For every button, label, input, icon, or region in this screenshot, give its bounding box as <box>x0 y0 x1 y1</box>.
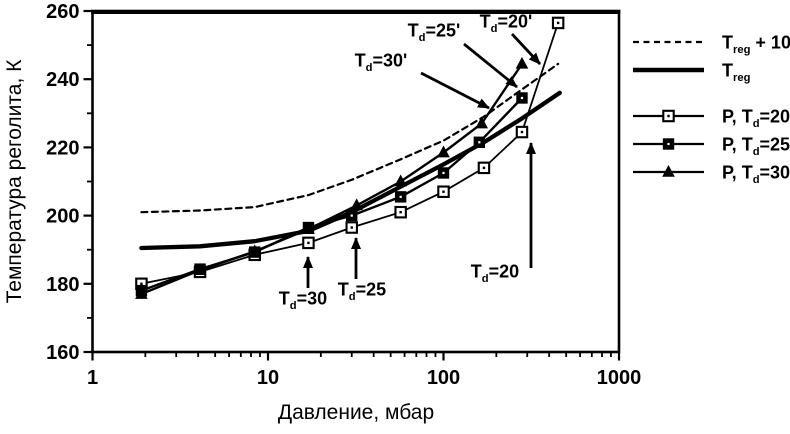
y-tick-label: 220 <box>46 137 79 159</box>
annotation-arrow-1 <box>463 42 518 89</box>
series-line-2 <box>140 22 559 285</box>
x-tick-label: 100 <box>427 367 460 389</box>
marker-center-dot <box>478 141 481 144</box>
marker-filled-triangle <box>302 222 315 235</box>
annotation-arrow-2 <box>510 33 542 65</box>
marker-center-dot <box>442 171 445 175</box>
marker-center-dot <box>350 226 353 229</box>
x-tick-label: 1 <box>87 367 98 389</box>
marker-center-dot <box>399 195 402 198</box>
annotation-label-5: Td=20 <box>471 262 519 286</box>
y-tick-label: 240 <box>46 69 79 91</box>
marker-center-dot <box>556 21 560 25</box>
x-tick-label: 10 <box>257 367 279 389</box>
marker-filled-triangle <box>248 244 262 257</box>
legend-label-0: Treg + 10 <box>722 33 790 57</box>
y-axis-title: Температура реголита, К <box>3 59 26 304</box>
marker-center-dot <box>520 130 524 134</box>
marker-filled-triangle <box>475 116 488 129</box>
legend-label-2: P, Td=20 <box>722 107 790 131</box>
annotation-arrow-0 <box>420 71 490 110</box>
marker-center-dot <box>442 190 445 193</box>
marker-filled-triangle <box>662 165 675 177</box>
marker-center-dot <box>520 96 524 100</box>
x-axis-title: Давление, мбар <box>278 401 434 424</box>
marker-filled-triangle <box>350 198 363 211</box>
marker-filled-triangle <box>437 145 450 158</box>
annotation-label-1: Td=25' <box>408 21 461 45</box>
legend-label-4: P, Td=30 <box>722 163 790 187</box>
marker-filled-triangle <box>394 174 407 187</box>
y-tick-label: 160 <box>46 342 79 364</box>
annotation-label-3: Td=30 <box>279 289 327 313</box>
annotation-label-0: Td=30' <box>355 51 408 75</box>
legend-label-3: P, Td=25 <box>722 135 790 159</box>
y-tick-label: 200 <box>46 206 79 228</box>
marker-center-dot <box>140 282 143 285</box>
marker-center-dot <box>350 214 353 217</box>
marker-center-dot <box>667 142 670 146</box>
x-tick-label: 1000 <box>597 367 642 389</box>
y-tick-label: 180 <box>46 274 79 296</box>
annotation-label-4: Td=25 <box>338 280 386 304</box>
marker-center-dot <box>482 166 486 170</box>
y-tick-label: 260 <box>46 1 79 23</box>
marker-center-dot <box>307 241 310 245</box>
annotation-label-2: Td=20' <box>480 12 533 36</box>
series-line-1 <box>139 90 562 251</box>
marker-filled-triangle <box>193 263 207 275</box>
marker-filled-triangle <box>515 56 529 69</box>
marker-center-dot <box>399 210 402 214</box>
series-line-0 <box>140 62 560 214</box>
marker-center-dot <box>667 114 670 118</box>
legend-label-1: Treg <box>722 61 751 85</box>
marker-filled-triangle <box>135 287 148 299</box>
